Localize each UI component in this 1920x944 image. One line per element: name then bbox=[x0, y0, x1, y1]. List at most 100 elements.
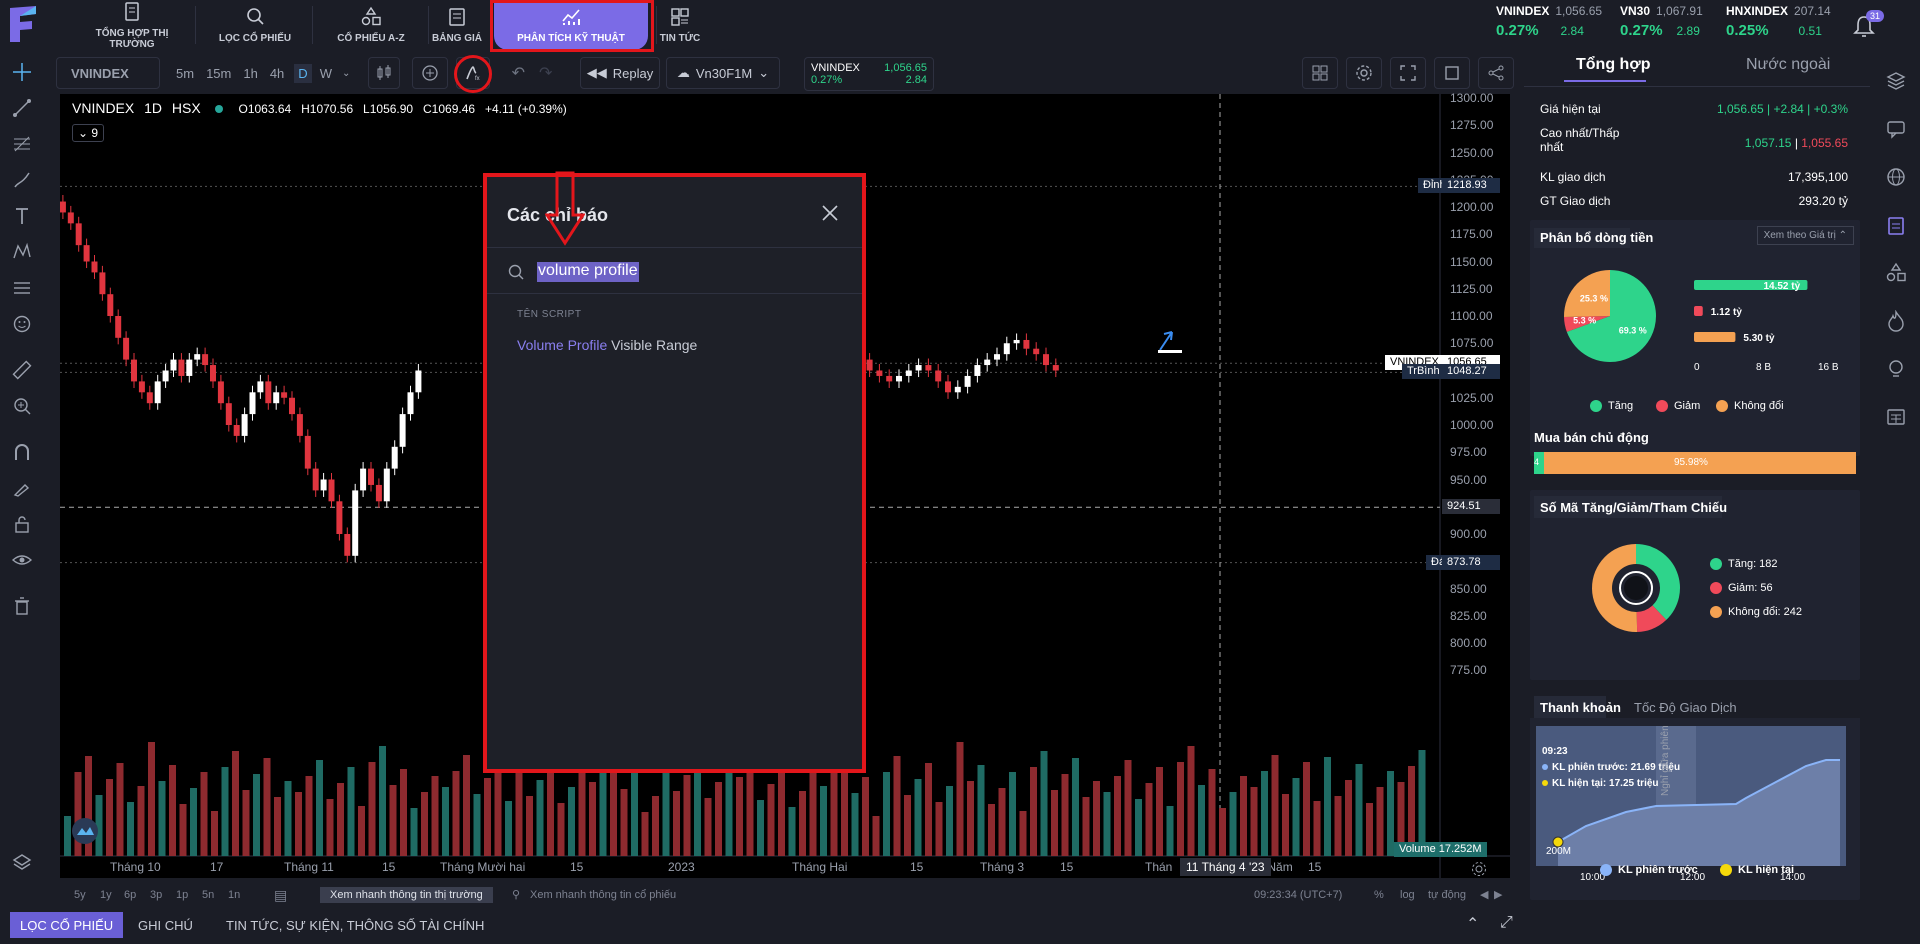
settings-button[interactable] bbox=[1346, 57, 1382, 89]
lightbulb-icon[interactable] bbox=[1885, 358, 1907, 380]
scroll-left-icon[interactable]: ◀ bbox=[1480, 889, 1489, 901]
chevron-up-icon[interactable]: ⌃ bbox=[1466, 916, 1480, 933]
prediction-tool-icon[interactable] bbox=[12, 278, 32, 298]
range-3p[interactable]: 3p bbox=[150, 889, 163, 901]
crosshair-icon[interactable] bbox=[12, 62, 32, 82]
range-5n[interactable]: 5n bbox=[202, 889, 215, 901]
lock-icon[interactable] bbox=[12, 514, 32, 534]
tab-stock-filter[interactable]: LỌC CỔ PHIẾU bbox=[200, 0, 310, 50]
tab-news[interactable]: TIN TỨC bbox=[640, 0, 720, 50]
notifications-button[interactable]: 31 bbox=[1852, 10, 1885, 40]
volume-bar bbox=[568, 787, 575, 856]
range-1y[interactable]: 1y bbox=[100, 889, 112, 901]
timeframe-4h[interactable]: 4h bbox=[269, 65, 285, 81]
undo-icon[interactable]: ↶ bbox=[511, 65, 525, 82]
compare-button[interactable] bbox=[412, 57, 448, 89]
tab-summary[interactable]: Tổng hợp bbox=[1576, 56, 1651, 73]
scroll-right-icon[interactable]: ▶ bbox=[1494, 889, 1503, 901]
stack-icon[interactable] bbox=[1885, 70, 1907, 92]
timeframe-w[interactable]: W bbox=[319, 65, 332, 81]
footer-tab-stock-filter[interactable]: LỌC CỔ PHIẾU bbox=[10, 912, 124, 938]
symbol-search[interactable]: VNINDEX bbox=[56, 57, 160, 89]
magnet-icon[interactable] bbox=[12, 442, 32, 462]
chat-icon[interactable] bbox=[1885, 118, 1907, 140]
tab-stocks-az[interactable]: CỔ PHIẾU A-Z bbox=[316, 0, 426, 50]
money-flow-pie: 69.3 % 5.3 % 25.3 % bbox=[1564, 270, 1656, 362]
source-select[interactable]: ☁ Vn30F1M ⌄ bbox=[666, 57, 780, 89]
footer-tab-news[interactable]: TIN TỨC, SỰ KIỆN, THÔNG SỐ TÀI CHÍNH bbox=[226, 918, 485, 933]
mini-quote[interactable]: VNINDEX 1,056.65 0.27% 2.84 bbox=[804, 57, 934, 91]
snapshot-button[interactable] bbox=[1434, 57, 1470, 89]
log-toggle[interactable]: log bbox=[1400, 889, 1415, 901]
indicator-toggle[interactable]: ⌄ 9 bbox=[72, 124, 105, 142]
flow-bar-label: 14.52 tỷ bbox=[1763, 281, 1800, 292]
footer-tab-notes[interactable]: GHI CHÚ bbox=[138, 918, 193, 933]
lock-drawing-icon[interactable] bbox=[12, 478, 32, 498]
text-tool-icon[interactable] bbox=[12, 206, 32, 226]
redo-icon[interactable]: ↷ bbox=[539, 65, 553, 82]
document-icon bbox=[125, 1, 139, 21]
quick-view-market-button[interactable]: Xem nhanh thông tin thị trường bbox=[320, 887, 493, 903]
timeframe-5m[interactable]: 5m bbox=[176, 65, 195, 81]
fire-icon[interactable] bbox=[1885, 310, 1907, 332]
quick-view-stock-input[interactable]: Xem nhanh thông tin cổ phiếu bbox=[530, 889, 677, 901]
zoom-in-icon[interactable] bbox=[12, 396, 32, 416]
trend-line-icon[interactable] bbox=[12, 98, 32, 118]
fib-tool-icon[interactable] bbox=[12, 134, 32, 154]
brush-icon[interactable] bbox=[12, 170, 32, 190]
plus-circle-icon bbox=[422, 65, 438, 81]
view-by-select[interactable]: Xem theo Giá trị ⌃ bbox=[1756, 226, 1854, 245]
highlight-box-nav bbox=[490, 0, 654, 52]
tab-price-board[interactable]: BẢNG GIÁ bbox=[412, 0, 502, 50]
ruler-icon[interactable] bbox=[12, 360, 32, 380]
emoji-icon[interactable] bbox=[12, 314, 32, 334]
percent-toggle[interactable]: % bbox=[1374, 889, 1384, 901]
trash-icon[interactable] bbox=[12, 596, 32, 616]
indicator-result-item[interactable]: Volume Profile Visible Range bbox=[517, 337, 698, 353]
eye-icon[interactable] bbox=[12, 550, 32, 570]
candle-body bbox=[344, 534, 351, 556]
layout-button[interactable] bbox=[1302, 57, 1338, 89]
range-1n[interactable]: 1n bbox=[228, 889, 241, 901]
tab-technical-analysis[interactable]: PHÂN TÍCH KỸ THUẬT bbox=[494, 0, 648, 50]
volume-bar bbox=[200, 772, 208, 856]
chart-logo-button[interactable] bbox=[72, 818, 98, 844]
indicator-search-input[interactable]: volume profile bbox=[537, 262, 639, 282]
replay-button[interactable]: ◀◀ Replay bbox=[580, 57, 660, 89]
timeframe-15m[interactable]: 15m bbox=[206, 65, 232, 81]
chart-type-button[interactable] bbox=[368, 57, 400, 89]
fullscreen-button[interactable] bbox=[1390, 57, 1426, 89]
auto-toggle[interactable]: tự động bbox=[1428, 889, 1466, 901]
app-logo[interactable] bbox=[6, 4, 40, 44]
shapes-icon[interactable] bbox=[1885, 262, 1907, 284]
index-vnindex[interactable]: VNINDEX 1,056.65 0.27% 2.84 bbox=[1496, 4, 1603, 39]
candle-body bbox=[945, 381, 951, 393]
tab-trading-speed[interactable]: Tốc Độ Giao Dịch bbox=[1634, 700, 1737, 715]
volume-bar bbox=[452, 771, 460, 856]
volume-bar bbox=[1103, 792, 1111, 856]
chevron-down-icon[interactable]: ⌄ bbox=[341, 67, 351, 79]
layers-icon[interactable] bbox=[12, 852, 32, 872]
pattern-tool-icon[interactable] bbox=[12, 242, 32, 262]
close-icon[interactable] bbox=[820, 203, 840, 223]
range-1p[interactable]: 1p bbox=[176, 889, 189, 901]
candle-body bbox=[289, 397, 295, 415]
chart-settings-icon[interactable] bbox=[1470, 860, 1488, 878]
volume-bar bbox=[316, 760, 323, 856]
tab-market-overview[interactable]: TỔNG HỢP THỊ TRƯỜNG bbox=[72, 0, 192, 50]
globe-icon[interactable] bbox=[1885, 166, 1907, 188]
expand-icon[interactable]: ⤢ bbox=[1500, 914, 1513, 931]
share-button[interactable] bbox=[1478, 57, 1514, 89]
down-arrow-annotation bbox=[545, 171, 585, 246]
calendar-icon[interactable]: ▤ bbox=[274, 887, 288, 903]
range-6p[interactable]: 6p bbox=[124, 889, 137, 901]
range-5y[interactable]: 5y bbox=[74, 889, 86, 901]
tab-liquidity[interactable]: Thanh khoản bbox=[1540, 700, 1621, 715]
index-hnxindex[interactable]: HNXINDEX 207.14 0.25% 0.51 bbox=[1726, 4, 1831, 39]
clipboard-icon[interactable] bbox=[1885, 214, 1907, 236]
timeframe-d[interactable]: D bbox=[294, 63, 312, 83]
timeframe-1h[interactable]: 1h bbox=[243, 65, 258, 81]
index-vn30[interactable]: VN30 1,067.91 0.27% 2.89 bbox=[1620, 4, 1703, 39]
calculator-icon[interactable] bbox=[1885, 406, 1907, 428]
tab-foreign[interactable]: Nước ngoài bbox=[1746, 56, 1831, 73]
